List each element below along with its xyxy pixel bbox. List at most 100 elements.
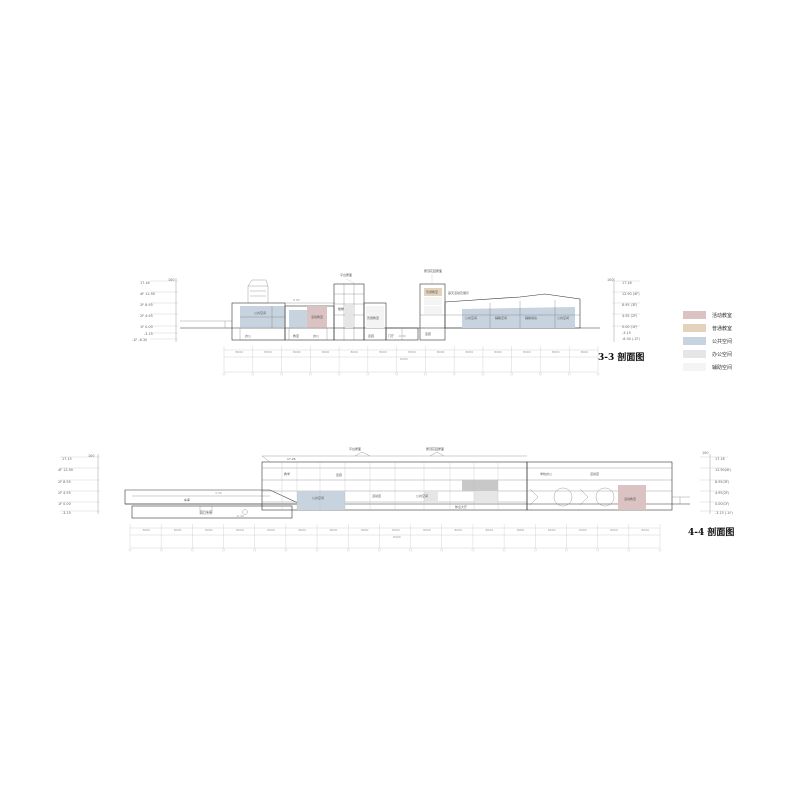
dim33-axis-bubble — [395, 372, 398, 376]
level-33-r5: -3.15 — [622, 331, 631, 335]
block-west-33 — [231, 279, 286, 341]
room-44-2: 教学 — [284, 471, 290, 476]
room-44-1: 自行车库 — [200, 509, 212, 514]
scale-44-right: 100 — [702, 451, 708, 455]
legend-swatch-activity — [683, 311, 706, 319]
level-33-r2: 8.95 (3F) — [622, 303, 638, 307]
dim33-axis-bubble — [539, 372, 542, 376]
dim33-dim-label: 8000 — [581, 350, 589, 354]
total-dim-44: 8000 — [393, 535, 401, 539]
annot-33-a: 8.95 — [293, 298, 300, 302]
dim44-dim-label: 8000 — [143, 528, 151, 532]
level-33-r0: 17.16 — [622, 281, 632, 285]
legend-swatch-auxiliary — [683, 363, 706, 371]
dim44-dim-label: 8000 — [267, 528, 275, 532]
room-44-8: 学校办公 — [540, 471, 552, 476]
level-marks-left-33: 100 17.16 4F 12.90 2F 8.95 2F 4.95 1F 0.… — [132, 278, 178, 342]
annot-44-a: 3.30 — [215, 491, 222, 495]
dimension-chain-33: 8000 8000 8000 8000 8000 8000 8000 8000 8000 8000… — [222, 346, 600, 376]
dim33-axis-bubble — [452, 372, 456, 376]
dim44-dim-label: 8000 — [610, 528, 618, 532]
dim44-dim-label: 8000 — [174, 528, 182, 532]
dim44-axis-bubble — [533, 548, 537, 552]
dim44-axis-bubble — [409, 548, 412, 552]
dim44-dim-label: 8000 — [298, 528, 306, 532]
top-label-33-0: 平台屋面 — [340, 272, 352, 277]
block-slope-33: 露天活动及展示 — [444, 290, 581, 329]
level-44-r1: 12.90(4F) — [715, 468, 732, 472]
basement-44: 3.30 -6.30 车库 自行车库 — [124, 489, 301, 519]
dim33-axis-bubble — [308, 372, 312, 376]
dim33-axis-bubble — [481, 372, 485, 376]
section-title-44: 4-4 剖面图 — [688, 526, 734, 538]
room-33-3: 普通教室 — [367, 315, 379, 320]
room-44-6: 休息大厅 — [455, 504, 467, 509]
annot-33-b: -6.30 — [398, 334, 406, 338]
room-33-11: 辅助用房 — [525, 315, 537, 320]
dim44-axis-bubble — [128, 548, 132, 552]
dim33-axis-bubble — [366, 372, 370, 376]
dim33-dim-label: 8000 — [293, 350, 301, 354]
room-33-0: 公共空间 — [254, 310, 266, 315]
legend: 活动教室 普通教室 公共空间 办公空间 辅助空间 — [683, 311, 732, 371]
room-44-5: 公共空间 — [416, 493, 428, 498]
dim44-axis-bubble — [502, 548, 506, 552]
level-44-l2: 2F 8.95 — [58, 480, 71, 484]
top-label-44-2: 屋顶花园屋面 — [426, 446, 444, 451]
dim33-axis-bubble — [567, 372, 571, 376]
room-33-10: 辅助空间 — [495, 315, 507, 320]
dim44-dim-label: 8000 — [423, 528, 431, 532]
level-44-r3: 4.95(2F) — [715, 491, 730, 495]
level-33-l4: 1F 0.00 — [140, 325, 153, 329]
section-3-3: 100 17.16 4F 12.90 2F 8.95 2F 4.95 1F 0.… — [132, 268, 644, 376]
level-44-l1: 4F 12.90 — [58, 468, 73, 472]
dim44-dim-label: 8000 — [205, 528, 213, 532]
room-33-9: 走廊 — [425, 331, 431, 336]
east-wing-44: 学校办公 活动教室 活动室 — [526, 461, 690, 511]
level-33-r6: -6.30 (-1F) — [622, 337, 641, 341]
legend-label-auxiliary: 辅助空间 — [712, 364, 732, 371]
dim44-axis-bubble — [440, 548, 444, 552]
dim33-dim-label: 8000 — [552, 350, 560, 354]
dim33-dim-label: 8000 — [437, 350, 445, 354]
total-dim-33: 8000 — [400, 357, 408, 361]
legend-label-office: 办公空间 — [712, 351, 732, 358]
room-33-5: 办公 — [313, 333, 319, 338]
dim33-axis-bubble — [222, 372, 226, 376]
room-33-8: 公共空间 — [465, 315, 477, 320]
dim33-dim-label: 8000 — [264, 350, 272, 354]
dim33-axis-bubble — [337, 372, 341, 376]
level-44-l4: 1F 0.00 — [58, 502, 71, 506]
dim33-dim-label: 8000 — [322, 350, 330, 354]
dim33-dim-label: 8000 — [494, 350, 502, 354]
dim44-dim-label: 8000 — [330, 528, 338, 532]
top-label-33-1: 屋顶花园屋面 — [424, 268, 442, 273]
section-4-4: 100 17.15 4F 12.90 2F 8.95 2F 4.95 1F 0.… — [58, 446, 734, 552]
dim44-axis-bubble — [315, 548, 319, 552]
room-33-4: 教室 — [293, 333, 299, 338]
dim44-dim-label: 8000 — [548, 528, 556, 532]
scale-33-left: 100 — [168, 278, 174, 282]
dim44-axis-bubble — [346, 548, 350, 552]
top-label-44-0: 17.26 — [287, 457, 296, 461]
room-33-1: 活动教室 — [311, 314, 323, 319]
dim33-dim-label: 8000 — [523, 350, 531, 354]
dim44-dim-label: 8000 — [641, 528, 649, 532]
room-44-9: 活动教室 — [624, 496, 636, 501]
legend-swatch-public — [683, 337, 706, 345]
dim33-axis-bubble — [510, 372, 514, 376]
level-44-l3: 2F 4.95 — [58, 491, 71, 495]
dim44-axis-bubble — [378, 548, 381, 552]
level-33-l2: 2F 8.95 — [140, 303, 153, 307]
level-marks-left-44: 100 17.15 4F 12.90 2F 8.95 2F 4.95 1F 0.… — [58, 454, 100, 515]
dim33-axis-bubble — [280, 372, 283, 376]
room-44-4: 活动室 — [372, 493, 381, 498]
dim44-axis-bubble — [191, 548, 194, 552]
annot-44-b: -6.30 — [236, 514, 244, 518]
dim44-axis-bubble — [253, 548, 257, 552]
legend-label-public: 公共空间 — [712, 338, 732, 345]
level-33-l6: -1F -6.30 — [132, 338, 147, 342]
level-33-l3: 2F 4.95 — [140, 314, 153, 318]
level-44-r2: 8.95(3F) — [715, 480, 730, 484]
